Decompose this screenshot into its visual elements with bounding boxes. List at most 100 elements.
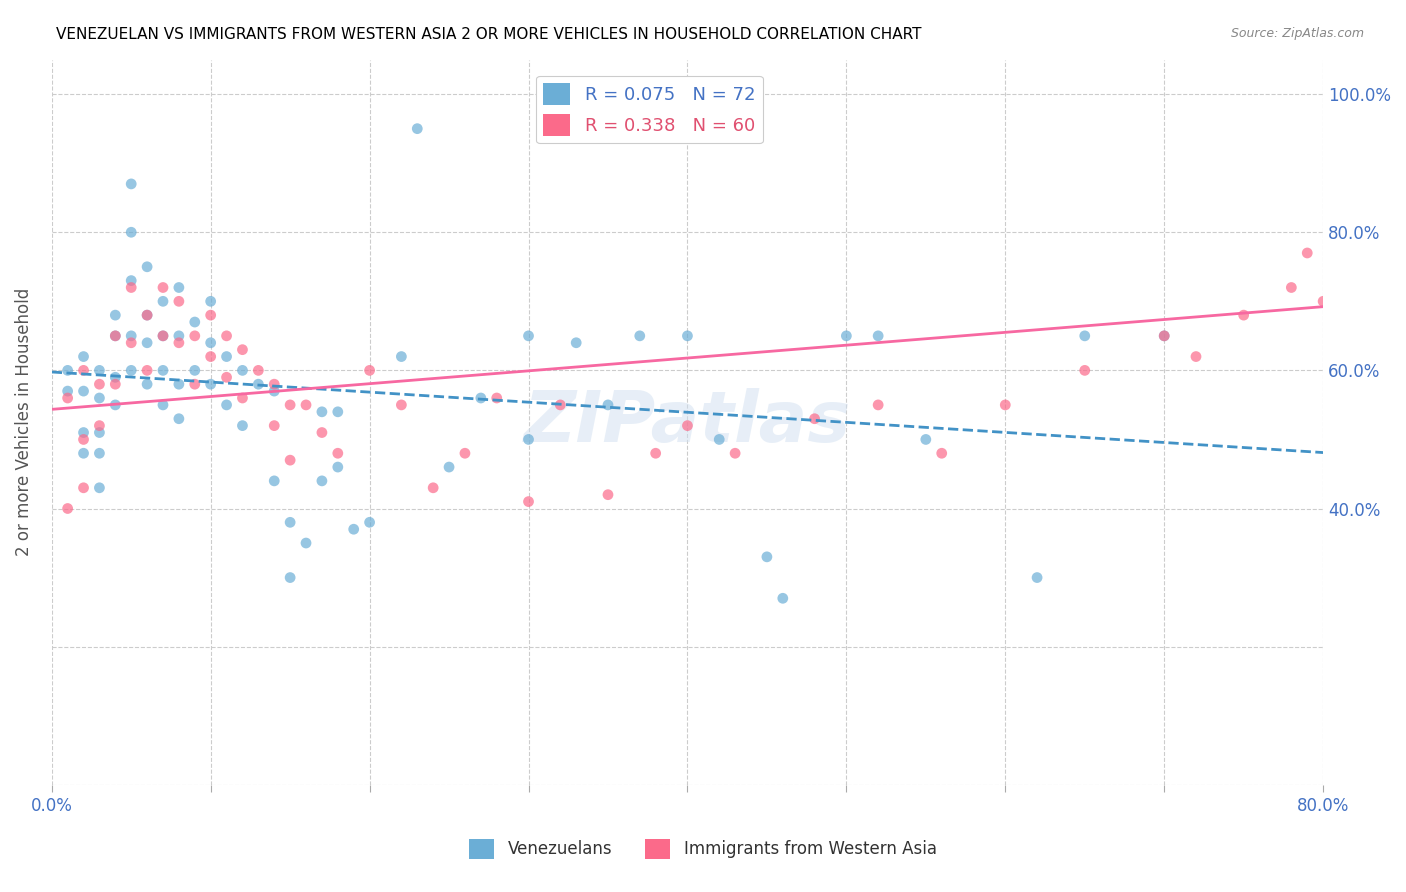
Point: [152, 329, 174, 343]
Point: [485, 391, 508, 405]
Point: [120, 177, 142, 191]
Point: [104, 308, 127, 322]
Point: [1360, 239, 1382, 253]
Point: [215, 350, 238, 364]
Point: [184, 315, 207, 329]
Point: [1392, 87, 1406, 102]
Point: [72, 363, 94, 377]
Point: [263, 474, 285, 488]
Point: [803, 411, 825, 425]
Point: [1153, 329, 1175, 343]
Point: [72, 481, 94, 495]
Point: [152, 363, 174, 377]
Point: [72, 425, 94, 440]
Point: [1026, 570, 1049, 584]
Point: [596, 488, 619, 502]
Point: [231, 363, 253, 377]
Point: [263, 384, 285, 398]
Point: [437, 460, 460, 475]
Point: [120, 335, 142, 350]
Point: [389, 398, 412, 412]
Point: [517, 329, 540, 343]
Point: [215, 398, 238, 412]
Point: [184, 363, 207, 377]
Point: [835, 329, 858, 343]
Point: [120, 329, 142, 343]
Point: [231, 343, 253, 357]
Point: [343, 522, 366, 536]
Point: [72, 384, 94, 398]
Point: [247, 377, 270, 392]
Point: [326, 446, 349, 460]
Point: [931, 446, 953, 460]
Point: [120, 280, 142, 294]
Point: [422, 481, 444, 495]
Point: [152, 398, 174, 412]
Point: [1344, 225, 1367, 239]
Point: [89, 481, 111, 495]
Point: [136, 308, 159, 322]
Point: [120, 225, 142, 239]
Y-axis label: 2 or more Vehicles in Household: 2 or more Vehicles in Household: [15, 288, 32, 557]
Point: [1296, 246, 1319, 260]
Point: [359, 363, 381, 377]
Point: [89, 446, 111, 460]
Point: [152, 329, 174, 343]
Point: [184, 377, 207, 392]
Point: [152, 280, 174, 294]
Point: [200, 350, 222, 364]
Point: [231, 391, 253, 405]
Point: [72, 350, 94, 364]
Point: [167, 329, 190, 343]
Point: [326, 460, 349, 475]
Point: [644, 446, 666, 460]
Legend: R = 0.075   N = 72, R = 0.338   N = 60: R = 0.075 N = 72, R = 0.338 N = 60: [536, 76, 762, 144]
Point: [104, 377, 127, 392]
Point: [772, 591, 794, 606]
Point: [89, 363, 111, 377]
Point: [628, 329, 651, 343]
Point: [72, 433, 94, 447]
Point: [200, 308, 222, 322]
Point: [215, 370, 238, 384]
Point: [167, 335, 190, 350]
Point: [724, 446, 747, 460]
Point: [278, 516, 301, 530]
Point: [167, 411, 190, 425]
Point: [755, 549, 778, 564]
Point: [326, 405, 349, 419]
Point: [278, 570, 301, 584]
Point: [89, 391, 111, 405]
Point: [406, 121, 429, 136]
Point: [56, 501, 79, 516]
Point: [1153, 329, 1175, 343]
Point: [389, 350, 412, 364]
Point: [56, 391, 79, 405]
Point: [1074, 363, 1097, 377]
Point: [247, 363, 270, 377]
Point: [517, 494, 540, 508]
Point: [104, 329, 127, 343]
Point: [104, 329, 127, 343]
Legend: Venezuelans, Immigrants from Western Asia: Venezuelans, Immigrants from Western Asi…: [463, 832, 943, 866]
Point: [56, 384, 79, 398]
Point: [596, 398, 619, 412]
Point: [263, 418, 285, 433]
Point: [868, 398, 890, 412]
Point: [136, 377, 159, 392]
Point: [200, 377, 222, 392]
Text: VENEZUELAN VS IMMIGRANTS FROM WESTERN ASIA 2 OR MORE VEHICLES IN HOUSEHOLD CORRE: VENEZUELAN VS IMMIGRANTS FROM WESTERN AS…: [56, 27, 922, 42]
Point: [517, 433, 540, 447]
Text: Source: ZipAtlas.com: Source: ZipAtlas.com: [1230, 27, 1364, 40]
Point: [263, 377, 285, 392]
Point: [1327, 260, 1350, 274]
Point: [311, 405, 333, 419]
Point: [1185, 350, 1208, 364]
Point: [104, 398, 127, 412]
Point: [89, 377, 111, 392]
Point: [311, 425, 333, 440]
Point: [994, 398, 1017, 412]
Point: [231, 418, 253, 433]
Point: [295, 536, 318, 550]
Point: [550, 398, 572, 412]
